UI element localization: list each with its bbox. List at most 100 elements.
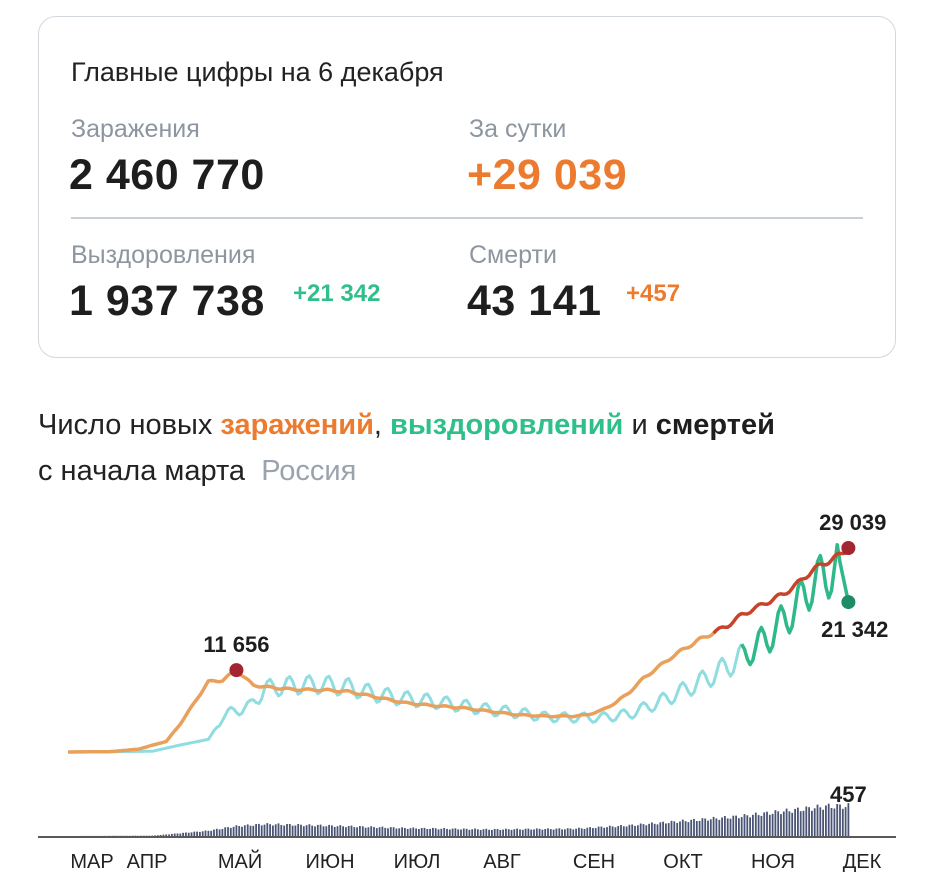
death-bar (440, 828, 443, 836)
death-bar (813, 808, 816, 836)
deaths-delta: +457 (626, 280, 681, 307)
heading-deaths: смертей (655, 409, 775, 441)
death-bar (274, 824, 277, 836)
summary-divider (71, 217, 863, 219)
month-label: АПР (127, 851, 168, 873)
death-bar (524, 828, 527, 836)
death-bar (617, 826, 620, 836)
summary-card: Главные цифры на 6 декабря Заражения 2 4… (38, 16, 896, 358)
death-bar (724, 816, 726, 836)
death-bar (347, 826, 350, 836)
death-bar (564, 829, 566, 836)
death-bar (628, 824, 631, 836)
death-bar (314, 826, 316, 836)
covid-chart: 11 656 29 039 21 342 457 МАР АПР МАЙ ИЮН ИЮЛ АВГ… (38, 510, 896, 873)
death-bar (670, 820, 673, 836)
death-bar (673, 821, 676, 836)
death-bar (822, 809, 824, 836)
recoveries-label: Выздоровления (71, 241, 256, 269)
death-bar (460, 829, 462, 836)
death-bar (788, 811, 791, 836)
death-bar (387, 828, 389, 836)
death-bar (415, 828, 417, 836)
death-bar (521, 829, 524, 836)
recoveries-line-late (740, 542, 851, 667)
death-bar (510, 829, 513, 836)
death-bar (291, 825, 294, 836)
death-bar (437, 829, 440, 836)
death-bar (507, 829, 510, 836)
death-bar (319, 824, 322, 836)
death-bar (361, 826, 364, 836)
death-bar (760, 815, 763, 836)
death-bar (653, 823, 656, 836)
death-bar (485, 828, 488, 836)
death-bar (841, 808, 844, 836)
death-bar (701, 818, 704, 836)
death-bar (173, 833, 176, 836)
death-bar (712, 816, 715, 836)
death-bar (190, 832, 193, 836)
death-bar (791, 812, 794, 836)
death-bar (451, 828, 454, 836)
death-bar (519, 829, 521, 836)
death-bar (171, 833, 173, 836)
death-bar (255, 824, 257, 836)
death-bar (816, 804, 819, 836)
death-bar (165, 834, 168, 836)
death-bar (187, 832, 190, 836)
death-bar (614, 827, 617, 836)
death-bar (575, 828, 577, 836)
death-bar (193, 831, 196, 836)
death-bar (176, 833, 179, 836)
death-bar (746, 815, 749, 836)
death-bar (235, 825, 238, 836)
death-bar (766, 811, 768, 836)
death-bar (375, 828, 378, 836)
month-labels: МАР АПР МАЙ ИЮН ИЮЛ АВГ СЕН ОКТ НОЯ ДЕК (70, 849, 881, 873)
death-bar (780, 814, 782, 836)
death-bar (659, 822, 662, 836)
death-bar (179, 833, 182, 836)
death-bar (516, 828, 518, 836)
death-bar (608, 825, 611, 836)
death-bar (336, 826, 339, 836)
death-bar (322, 826, 325, 836)
death-bar (325, 826, 328, 836)
death-bar (594, 828, 597, 836)
deaths-label: Смерти (469, 241, 557, 269)
death-bar (752, 814, 754, 836)
death-bar (446, 828, 448, 836)
death-bar (732, 815, 735, 836)
annotations: 11 656 29 039 21 342 457 (203, 510, 888, 807)
death-bar (401, 827, 403, 836)
heading-line2: с начала марта (38, 455, 246, 487)
heading-recoveries: выздоровлений (390, 409, 624, 441)
death-bar (513, 829, 516, 836)
death-bar (580, 828, 583, 836)
death-bar (698, 820, 701, 836)
death-bar (586, 827, 589, 836)
death-bar (645, 825, 648, 836)
heading-and: и (623, 409, 656, 441)
death-bar (412, 827, 415, 836)
death-bar (763, 812, 766, 836)
death-bar (738, 818, 740, 836)
latest-recoveries-label: 21 342 (821, 617, 888, 642)
death-bar (819, 807, 822, 836)
death-bar (229, 827, 232, 836)
death-bar (695, 821, 698, 836)
death-bar (808, 807, 810, 836)
death-bar (735, 815, 737, 836)
heading-infections: заражений (220, 409, 374, 441)
death-bar (263, 824, 266, 836)
death-bar (367, 827, 370, 836)
infections-label: Заражения (71, 115, 200, 143)
death-bar (389, 827, 392, 836)
death-bar (204, 830, 207, 836)
death-bar (272, 825, 274, 836)
death-bar (331, 825, 333, 836)
infections-value: 2 460 770 (69, 151, 265, 199)
death-bar (569, 828, 572, 836)
death-bar (196, 831, 198, 836)
